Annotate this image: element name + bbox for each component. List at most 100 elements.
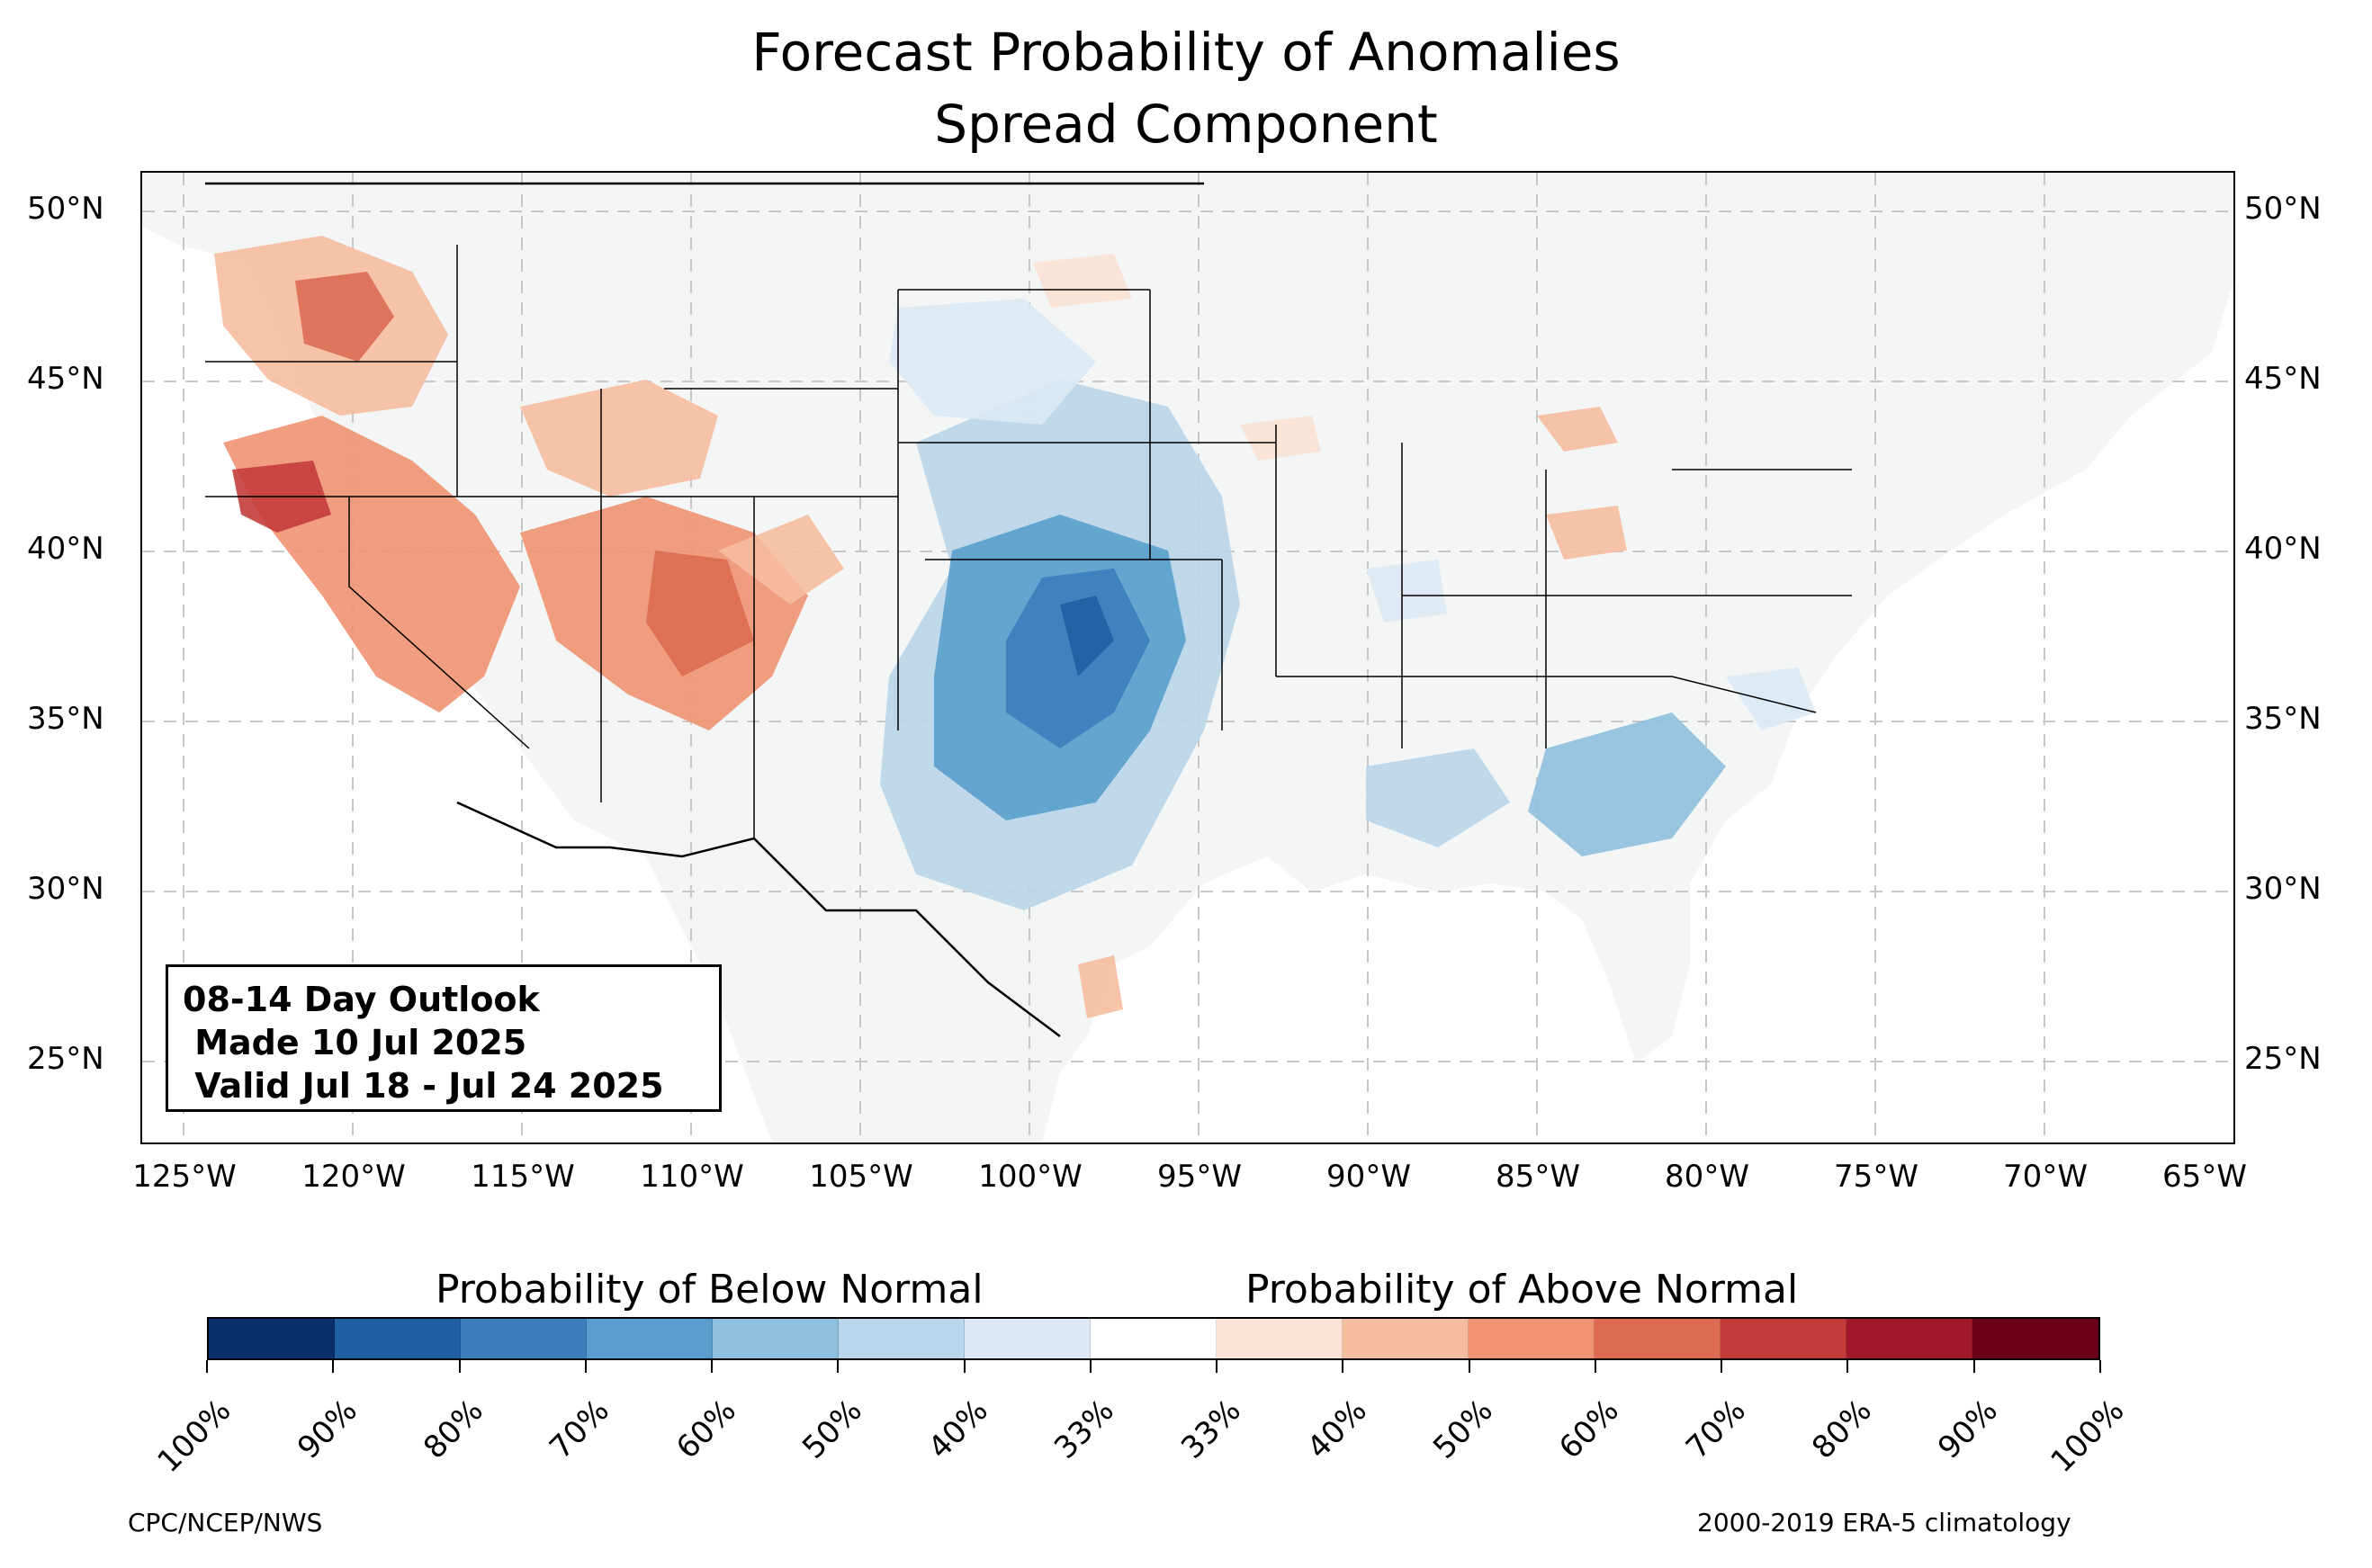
- above-idaho-wyoming: [520, 380, 718, 497]
- below-gulf-coast: [1366, 748, 1510, 847]
- title-line-2: Spread Component: [934, 94, 1438, 155]
- below-illinois: [1366, 560, 1447, 623]
- lon-label-120w: 120°W: [301, 1159, 406, 1195]
- colorbar-tick-label: 70%: [1678, 1393, 1753, 1466]
- colorbar-tick-label: 50%: [795, 1393, 869, 1466]
- footer-climatology: 2000-2019 ERA-5 climatology: [1697, 1508, 2071, 1537]
- lon-label-65w: 65°W: [2162, 1159, 2247, 1195]
- colorbar-above-label: Probability of Above Normal: [1245, 1267, 1799, 1313]
- above-south-texas: [1078, 955, 1123, 1018]
- colorbar: [207, 1317, 2100, 1360]
- above-dakota: [1033, 254, 1132, 308]
- lat-label-30-right: 30°N: [2244, 871, 2322, 907]
- colorbar-tick-label: 60%: [669, 1393, 743, 1466]
- colorbar-tick: [1594, 1360, 1596, 1373]
- lat-label-25-left: 25°N: [27, 1041, 104, 1077]
- above-normal-areas: [214, 236, 1627, 1018]
- colorbar-swatch: [335, 1319, 461, 1358]
- lat-label-40-left: 40°N: [27, 531, 104, 567]
- below-plains-deep: [1060, 596, 1114, 676]
- colorbar-tick-label: 40%: [1299, 1393, 1374, 1466]
- outlook-period: 08-14 Day Outlook: [183, 980, 540, 1019]
- colorbar-below-label: Probability of Below Normal: [436, 1267, 984, 1313]
- country-borders: [205, 182, 1204, 1037]
- outlook-made-date: Made 10 Jul 2025: [183, 1023, 527, 1062]
- above-ohio: [1546, 506, 1627, 560]
- lon-label-110w: 110°W: [640, 1159, 744, 1195]
- lat-label-25-right: 25°N: [2244, 1041, 2322, 1077]
- lon-label-75w: 75°W: [1834, 1159, 1918, 1195]
- colorbar-tick-label: 50%: [1426, 1393, 1500, 1466]
- colorbar-tick: [1468, 1360, 1470, 1373]
- colorbar-swatch: [1343, 1319, 1469, 1358]
- below-carolinas: [1726, 668, 1816, 730]
- colorbar-swatch: [1846, 1319, 1972, 1358]
- above-four-corners: [646, 551, 754, 676]
- colorbar-tick: [458, 1360, 461, 1373]
- lat-label-35-right: 35°N: [2244, 701, 2322, 737]
- outlook-valid-range: Valid Jul 18 - Jul 24 2025: [183, 1066, 664, 1106]
- lat-label-45-right: 45°N: [2244, 361, 2322, 397]
- lon-label-95w: 95°W: [1157, 1159, 1242, 1195]
- colorbar-swatch: [713, 1319, 839, 1358]
- above-midwest-spots: [1537, 407, 1618, 452]
- lat-label-30-left: 30°N: [27, 871, 104, 907]
- colorbar-tick: [1216, 1360, 1218, 1373]
- lon-label-80w: 80°W: [1665, 1159, 1749, 1195]
- colorbar-swatch: [1595, 1319, 1721, 1358]
- colorbar-tick: [1846, 1360, 1849, 1373]
- above-colorado-front: [718, 515, 844, 605]
- colorbar-tick: [332, 1360, 335, 1373]
- colorbar-swatch: [1217, 1319, 1343, 1358]
- colorbar-swatch: [1091, 1319, 1217, 1358]
- lat-label-45-left: 45°N: [27, 361, 104, 397]
- outlook-info-box: 08-14 Day Outlook Made 10 Jul 2025 Valid…: [166, 964, 722, 1112]
- colorbar-tick: [963, 1360, 966, 1373]
- lon-label-115w: 115°W: [471, 1159, 575, 1195]
- below-northern-plains: [889, 299, 1096, 425]
- colorbar-tick: [584, 1360, 587, 1373]
- colorbar-swatch: [839, 1319, 965, 1358]
- colorbar-tick: [1721, 1360, 1723, 1373]
- lon-label-105w: 105°W: [809, 1159, 913, 1195]
- colorbar-tick-label: 40%: [921, 1393, 995, 1466]
- lat-label-35-left: 35°N: [27, 701, 104, 737]
- colorbar-tick-label: 80%: [1805, 1393, 1879, 1466]
- lon-label-85w: 85°W: [1496, 1159, 1580, 1195]
- colorbar-tick-label: 100%: [2044, 1393, 2132, 1481]
- below-southeast: [1528, 712, 1726, 856]
- colorbar-tick: [206, 1360, 208, 1373]
- colorbar-tick: [1089, 1360, 1092, 1373]
- colorbar-tick-label: 80%: [417, 1393, 490, 1466]
- colorbar-swatch: [1469, 1319, 1595, 1358]
- colorbar-tick-label: 33%: [1173, 1393, 1248, 1466]
- colorbar-swatch: [1972, 1319, 2098, 1358]
- lon-label-70w: 70°W: [2003, 1159, 2088, 1195]
- colorbar-tick: [837, 1360, 840, 1373]
- colorbar-swatch: [1721, 1319, 1846, 1358]
- above-pacific-nw-core: [295, 272, 394, 362]
- colorbar-tick: [2099, 1360, 2101, 1373]
- state-borders: [205, 245, 1852, 838]
- colorbar-tick: [1342, 1360, 1344, 1373]
- colorbar-tick-label: 70%: [543, 1393, 617, 1466]
- colorbar-tick-label: 60%: [1552, 1393, 1627, 1466]
- lon-label-125w: 125°W: [132, 1159, 237, 1195]
- forecast-map: [142, 173, 2233, 1142]
- colorbar-tick-label: 90%: [1931, 1393, 2006, 1466]
- lat-label-50-left: 50°N: [27, 191, 104, 227]
- above-iowa: [1240, 416, 1321, 461]
- colorbar-swatch: [965, 1319, 1091, 1358]
- lat-label-50-right: 50°N: [2244, 191, 2322, 227]
- lon-label-90w: 90°W: [1326, 1159, 1411, 1195]
- colorbar-swatch: [587, 1319, 713, 1358]
- footer-source: CPC/NCEP/NWS: [128, 1508, 323, 1537]
- colorbar-tick-label: 90%: [290, 1393, 364, 1466]
- colorbar-tick: [711, 1360, 714, 1373]
- lat-label-40-right: 40°N: [2244, 531, 2322, 567]
- colorbar-swatch: [209, 1319, 335, 1358]
- colorbar-tick-label: 100%: [150, 1393, 238, 1481]
- colorbar-tick: [1972, 1360, 1975, 1373]
- colorbar-tick-label: 33%: [1047, 1393, 1122, 1466]
- colorbar-swatch: [461, 1319, 587, 1358]
